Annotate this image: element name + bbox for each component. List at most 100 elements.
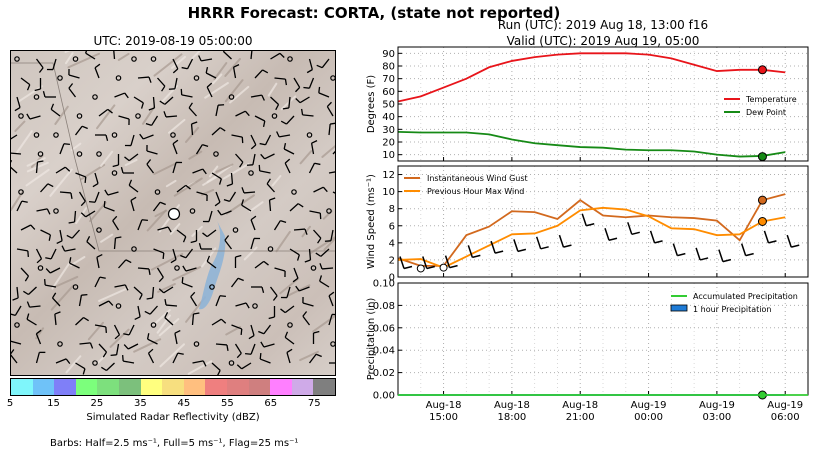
wind-barb-feather <box>170 259 177 264</box>
terrain-ridge <box>67 52 101 69</box>
barb-legend-note: Barbs: Half=2.5 ms⁻¹, Full=5 ms⁻¹, Flag=… <box>50 438 299 449</box>
wind-barb-staff <box>164 317 174 326</box>
wind-barb-staff <box>328 171 335 174</box>
terrain-ridge <box>75 207 88 225</box>
wind-barb-staff <box>310 143 315 155</box>
wind-barb-mark <box>540 246 549 250</box>
terrain-ridge <box>11 190 24 211</box>
wind-barb-feather <box>63 143 70 146</box>
wind-barb-feather <box>81 125 88 130</box>
colorbar-tick-label: 65 <box>264 398 278 409</box>
wind-barb-staff <box>98 300 110 307</box>
terrain-ridge <box>224 79 244 103</box>
terrain-ridge <box>172 266 201 282</box>
wind-barb-staff <box>20 267 29 277</box>
colorbar-cell <box>118 379 141 395</box>
wind-barb-feather <box>94 63 101 69</box>
colorbar-cell <box>140 379 163 395</box>
wind-barb-staff <box>188 107 197 117</box>
wind-barb-staff <box>284 336 295 345</box>
wind-barb-feather <box>26 313 30 320</box>
y-tick-label: 50 <box>382 100 395 111</box>
wind-barb-staff <box>106 362 115 371</box>
wind-barb-staff <box>211 362 221 371</box>
wind-barb-calm <box>287 56 293 62</box>
wind-barb-feather <box>241 199 245 206</box>
wind-barb-mark <box>517 248 527 253</box>
terrain-ridge <box>141 106 155 125</box>
terrain-ridge <box>299 150 313 165</box>
y-tick-label: 70 <box>382 74 395 85</box>
colorbar-cell <box>32 379 55 395</box>
wind-barb-staff <box>151 286 155 299</box>
wind-barb-feather <box>80 212 87 218</box>
wind-barb-feather <box>86 235 91 242</box>
map-title: UTC: 2019-08-19 05:00:00 <box>93 34 253 48</box>
terrain-ridge <box>124 158 138 167</box>
terrain-ridge <box>150 253 184 271</box>
wind-barb-feather <box>283 143 287 150</box>
wind-barb-feather <box>145 122 152 126</box>
wind-barb-feather <box>146 159 152 165</box>
wind-barb-feather <box>202 144 209 148</box>
wind-barb-staff <box>11 354 18 364</box>
wind-barb-feather <box>272 295 278 301</box>
terrain-ridge <box>267 82 278 97</box>
wind-barb-feather <box>14 107 21 112</box>
colorbar-tick-label: 25 <box>90 398 104 409</box>
terrain-ridge <box>17 85 44 103</box>
wind-barb-staff <box>157 226 169 231</box>
wind-barb-feather <box>11 160 13 163</box>
wind-barb-mark <box>608 237 618 242</box>
wind-barb-staff <box>174 77 178 89</box>
y-tick-label: 0.10 <box>373 279 395 290</box>
terrain-ridge <box>117 52 130 61</box>
wind-barb-feather <box>306 69 313 74</box>
wind-barb-staff <box>98 343 107 353</box>
wind-barb-staff <box>309 210 321 214</box>
wind-barb-staff <box>152 96 156 109</box>
wind-barb-mark <box>791 244 800 248</box>
wind-barb-calm <box>111 132 118 138</box>
wind-barb-staff <box>64 248 76 252</box>
wind-barb-calm <box>72 284 79 290</box>
wind-barb-feather <box>295 285 300 292</box>
wind-barb-feather <box>284 331 289 338</box>
terrain-ridge <box>310 236 335 254</box>
wind-barb-staff <box>195 144 203 155</box>
wind-barb-staff <box>320 248 330 257</box>
wind-barb-staff <box>86 241 96 250</box>
wind-barb-staff <box>330 229 334 241</box>
terrain-ridge <box>271 175 282 187</box>
y-tick-label: 12 <box>382 170 395 181</box>
colorbar-cell <box>97 379 119 395</box>
terrain-ridge <box>213 61 228 81</box>
colorbar-tick-label: 55 <box>220 398 234 409</box>
wind-barb-staff <box>114 284 126 288</box>
wind-barb-feather <box>172 68 179 74</box>
wind-barb-feather <box>248 335 255 340</box>
colorbar-label: Simulated Radar Reflectivity (dBZ) <box>86 412 260 423</box>
wind-barb-feather <box>214 201 221 207</box>
colorbar-ticks: 5 15 25 35 45 55 65 75 <box>7 396 336 410</box>
wind-barb-feather <box>224 235 230 241</box>
wind-barb-feather <box>244 110 250 117</box>
colorbar-cell <box>75 379 98 395</box>
wind-barb-calm <box>213 151 219 157</box>
terrain-ridge <box>100 233 114 243</box>
wind-barb-feather <box>12 297 19 301</box>
wind-barb-staff <box>26 318 37 326</box>
valid-time-label: Valid (UTC): 2019 Aug 19, 05:00 <box>506 34 700 48</box>
wind-barb-feather <box>260 153 266 160</box>
wind-barb-calm <box>96 151 102 157</box>
wind-barb-feather <box>123 333 130 336</box>
wind-barb-feather <box>158 288 165 294</box>
wind-barb-feather <box>205 67 209 74</box>
wind-barb-calm <box>150 56 157 62</box>
terrain-ridge <box>146 209 167 232</box>
wind-barb-feather <box>202 360 207 367</box>
wind-barb-mark <box>403 265 413 270</box>
wind-barb-staff <box>254 115 266 122</box>
current-time-marker <box>757 152 767 162</box>
y-tick-label: 90 <box>382 49 395 60</box>
